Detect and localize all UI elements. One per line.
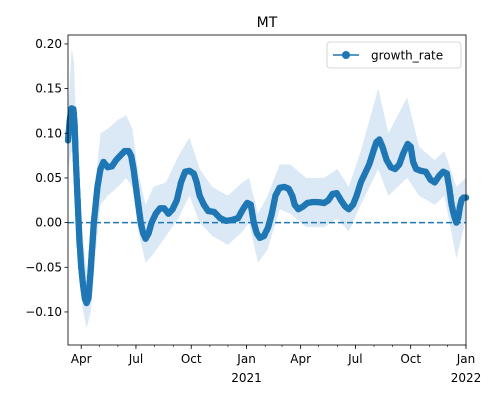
legend: growth_rate xyxy=(326,41,462,69)
x-tick-label: Jan xyxy=(236,352,256,366)
axes-layer: −0.10 −0.05 0.00 0.05 0.10 0.15 0.20 Apr Jul Oct J… xyxy=(25,34,482,385)
x-tick-label: Jul xyxy=(347,352,362,366)
legend-frame xyxy=(326,41,462,69)
chart-title: MT xyxy=(257,15,278,31)
legend-marker xyxy=(342,51,350,59)
x-tick-label: Apr xyxy=(71,352,92,366)
y-tick-label: 0.15 xyxy=(35,82,62,96)
y-tick-label: −0.05 xyxy=(25,260,62,274)
legend-label: growth_rate xyxy=(371,49,443,63)
y-tick-label: 0.05 xyxy=(35,171,62,185)
x-tick-year-label: 2021 xyxy=(231,371,262,385)
x-tick-year-label: 2022 xyxy=(451,371,482,385)
x-tick-label: Jul xyxy=(128,352,143,366)
confidence-band-layer xyxy=(68,48,466,329)
y-tick-label: −0.10 xyxy=(25,305,62,319)
x-tick-label: Oct xyxy=(181,352,202,366)
series-layer xyxy=(64,105,470,307)
x-tick-label: Jan xyxy=(456,352,476,366)
x-tick-label: Oct xyxy=(400,352,421,366)
y-tick-label: 0.10 xyxy=(35,126,62,140)
series-markers-growth_rate xyxy=(64,105,470,307)
y-tick-label: 0.00 xyxy=(35,216,62,230)
x-tick-label: Apr xyxy=(290,352,311,366)
plot-frame xyxy=(67,34,467,346)
confidence-band xyxy=(68,48,466,329)
y-tick-label: 0.20 xyxy=(35,37,62,51)
